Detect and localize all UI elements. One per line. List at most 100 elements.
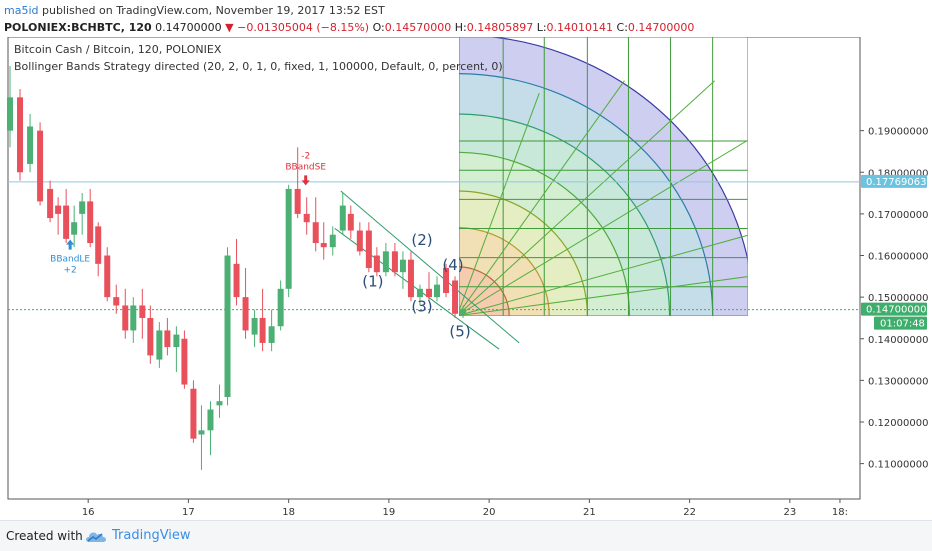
candle-body[interactable] [259, 317, 266, 343]
candle-body[interactable] [79, 201, 86, 214]
price-change: −0.01305004 (−8.15%) [237, 21, 370, 34]
candle-body[interactable] [391, 251, 398, 273]
candle-body[interactable] [104, 255, 111, 298]
tradingview-brand-link[interactable]: TradingView [112, 528, 191, 543]
candle-body[interactable] [122, 305, 129, 331]
candle-body[interactable] [329, 234, 336, 248]
candles[interactable] [7, 66, 467, 470]
fan-ray [459, 234, 748, 316]
published-text: published on TradingView.com, November 1… [42, 4, 385, 17]
x-tick-label: 17 [182, 507, 195, 518]
wave-label: (3) [411, 298, 432, 316]
candle-body[interactable] [224, 255, 231, 398]
candle-body[interactable] [251, 317, 258, 335]
x-tick-label: 16 [82, 507, 95, 518]
candle-body[interactable] [434, 284, 441, 298]
fan-arc [459, 151, 631, 316]
short-signal-label: BBandSE [285, 162, 326, 172]
candle-body[interactable] [356, 230, 363, 252]
chart-container[interactable]: BBandLE +2 -2 BBandSE (1) (2) (3) (4) (5) Bitco… [0, 36, 932, 518]
fan-ray [459, 139, 748, 316]
candle-body[interactable] [373, 255, 380, 273]
candle-body[interactable] [47, 188, 54, 219]
gann-fan[interactable] [457, 37, 754, 316]
candle-body[interactable] [233, 263, 240, 298]
candle-body[interactable] [17, 97, 24, 173]
last-price: 0.14700000 [155, 21, 222, 34]
candle-body[interactable] [198, 430, 205, 435]
long-signal-qty: +2 [64, 266, 77, 276]
low-label: L: [536, 21, 547, 34]
candle-body[interactable] [312, 222, 319, 244]
fan-ray [459, 80, 715, 315]
candle-body[interactable] [87, 201, 94, 244]
wave-label: (2) [411, 231, 432, 249]
y-tick-label: 0.11000000 [868, 460, 928, 471]
candle-body[interactable] [37, 130, 44, 202]
candle-body[interactable] [268, 326, 275, 343]
short-arrow-icon [301, 175, 310, 186]
candle-body[interactable] [216, 401, 223, 406]
author-link[interactable]: ma5id [4, 4, 39, 17]
fan-arc [459, 113, 671, 316]
candle-body[interactable] [382, 251, 389, 273]
y-tick-label: 0.13000000 [868, 376, 928, 387]
candle-body[interactable] [181, 338, 188, 385]
candle-body[interactable] [277, 288, 284, 327]
strategy-legend[interactable]: Bollinger Bands Strategy directed (20, 2… [14, 60, 503, 73]
candle-body[interactable] [130, 305, 137, 331]
change-down-icon: ▼ [225, 21, 234, 34]
symbol-label: POLONIEX:BCHBTC, 120 [4, 21, 152, 34]
candle-body[interactable] [164, 330, 171, 348]
price-axis[interactable]: 0.19000000 0.18000000 0.17000000 0.16000000… [860, 127, 928, 471]
candle-body[interactable] [71, 222, 78, 235]
candle-body[interactable] [416, 288, 423, 298]
candle-body[interactable] [95, 226, 102, 264]
candle-body[interactable] [27, 126, 34, 164]
countdown-text: 01:07:48 [880, 319, 925, 330]
candle-body[interactable] [55, 205, 62, 214]
y-tick-label: 0.14000000 [868, 335, 928, 346]
candle-body[interactable] [63, 205, 70, 239]
close-value: 0.14700000 [627, 21, 695, 34]
long-arrow-icon [66, 239, 75, 250]
candle-body[interactable] [365, 230, 372, 268]
candle-body[interactable] [7, 97, 14, 131]
candle-body[interactable] [460, 309, 467, 314]
candle-body[interactable] [347, 213, 354, 231]
current-price-badge [861, 302, 927, 316]
candle-body[interactable] [303, 213, 310, 223]
candle-body[interactable] [207, 409, 214, 431]
fan-arc [487, 37, 748, 263]
wave-labels: (1) (2) (3) (4) (5) [362, 231, 470, 341]
hline-price-text: 0.17769063 [866, 177, 926, 188]
time-axis[interactable]: 16 17 18 19 20 21 22 23 18: [82, 499, 848, 518]
candle-body[interactable] [285, 188, 292, 289]
candle-body[interactable] [320, 243, 327, 248]
close-label: C: [616, 21, 628, 34]
candle-body[interactable] [294, 188, 301, 214]
y-tick-label: 0.18000000 [868, 168, 928, 179]
x-tick-label: 18: [832, 507, 848, 518]
candle-body[interactable] [339, 205, 346, 231]
fan-ray [459, 80, 625, 314]
low-value: 0.14010141 [546, 21, 614, 34]
candle-body[interactable] [443, 268, 450, 293]
fan-ray [459, 93, 540, 312]
candle-body[interactable] [407, 259, 414, 298]
candle-body[interactable] [399, 259, 406, 273]
candle-body[interactable] [452, 280, 459, 314]
candle-body[interactable] [173, 334, 180, 348]
candle-body[interactable] [242, 297, 249, 331]
candle-body[interactable] [139, 305, 146, 318]
candle-body[interactable] [190, 388, 197, 439]
candle-body[interactable] [425, 288, 432, 298]
candle-body[interactable] [156, 330, 163, 360]
fan-arc [459, 190, 588, 316]
candle-body[interactable] [147, 317, 154, 356]
trend-line[interactable] [340, 190, 520, 344]
tradingview-cloud-icon[interactable] [84, 529, 108, 545]
hline-price-badge [861, 174, 927, 188]
candle-body[interactable] [113, 297, 120, 306]
